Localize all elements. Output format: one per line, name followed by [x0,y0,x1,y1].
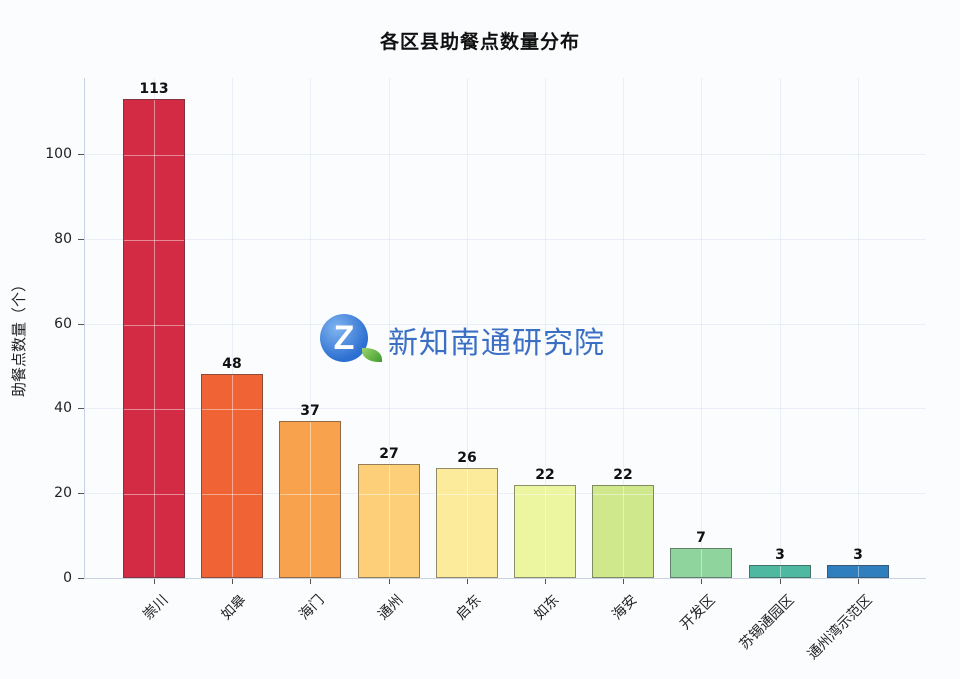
bar-如东 [514,485,576,578]
bar-苏锡通园区 [749,565,811,578]
xtick-label: 启东 [453,592,485,624]
watermark-logo-icon: Z [318,312,382,368]
xtick-mark [623,579,624,584]
ytick-label: 80 [54,231,72,247]
gridline-vertical [858,78,859,578]
gridline-horizontal [84,154,926,155]
xtick-mark [310,579,311,584]
ytick-mark [78,578,84,579]
ytick-label: 100 [45,146,72,162]
bar-value-label: 27 [379,446,399,462]
y-axis-label: 助餐点数量（个） [10,277,28,398]
ytick-mark [78,239,84,240]
gridline-vertical [701,78,702,578]
xtick-label: 苏锡通园区 [736,592,798,653]
gridline-horizontal [84,324,926,325]
xtick-label: 开发区 [677,592,719,634]
ytick-label: 20 [54,485,72,501]
xtick-mark [780,579,781,584]
gridline-vertical [623,78,624,578]
xtick-label: 通州 [375,592,407,624]
bar-value-label: 7 [696,530,706,546]
xtick-label: 通州湾示范区 [804,592,876,663]
xtick-label: 海门 [296,592,328,624]
bar-启东 [436,468,498,578]
gridline-horizontal [84,408,926,409]
xtick-label: 如皋 [218,592,250,624]
xtick-label: 海安 [609,592,641,624]
bar-value-label: 22 [535,467,555,483]
bar-value-label: 37 [300,403,320,419]
ytick-label: 60 [54,316,72,332]
gridline-vertical [467,78,468,578]
bar-开发区 [670,548,732,578]
bar-通州 [358,464,420,578]
xtick-mark [389,579,390,584]
ytick-mark [78,493,84,494]
ytick-label: 0 [63,570,72,586]
xtick-mark [232,579,233,584]
bar-崇川 [123,99,185,578]
xtick-mark [545,579,546,584]
bar-value-label: 22 [613,467,633,483]
ytick-label: 40 [54,400,72,416]
xtick-label: 如东 [531,592,563,624]
watermark-text: 新知南通研究院 [388,326,605,361]
xtick-mark [154,579,155,584]
bar-如皋 [201,374,263,578]
gridline-vertical [232,78,233,578]
y-axis-line [84,78,85,578]
chart-title: 各区县助餐点数量分布 [379,31,580,53]
xtick-mark [467,579,468,584]
ytick-mark [78,324,84,325]
bar-value-label: 48 [222,356,242,372]
gridline-horizontal [84,239,926,240]
bar-value-label: 26 [457,450,477,466]
leaf-icon [362,348,382,362]
xtick-label: 崇川 [140,592,172,624]
ytick-mark [78,408,84,409]
gridline-vertical [545,78,546,578]
bar-value-label: 113 [139,81,169,97]
xtick-mark [701,579,702,584]
gridline-vertical [389,78,390,578]
watermark: Z 新知南通研究院 [318,312,605,368]
bar-value-label: 3 [853,547,863,563]
gridline-vertical [310,78,311,578]
bar-海门 [279,421,341,578]
gridline-horizontal [84,493,926,494]
bar-value-label: 3 [775,547,785,563]
gridline-vertical [780,78,781,578]
bar-海安 [592,485,654,578]
ytick-mark [78,154,84,155]
x-axis-line [84,578,926,579]
watermark-logo-letter: Z [320,314,368,362]
bar-通州湾示范区 [827,565,889,578]
xtick-mark [858,579,859,584]
